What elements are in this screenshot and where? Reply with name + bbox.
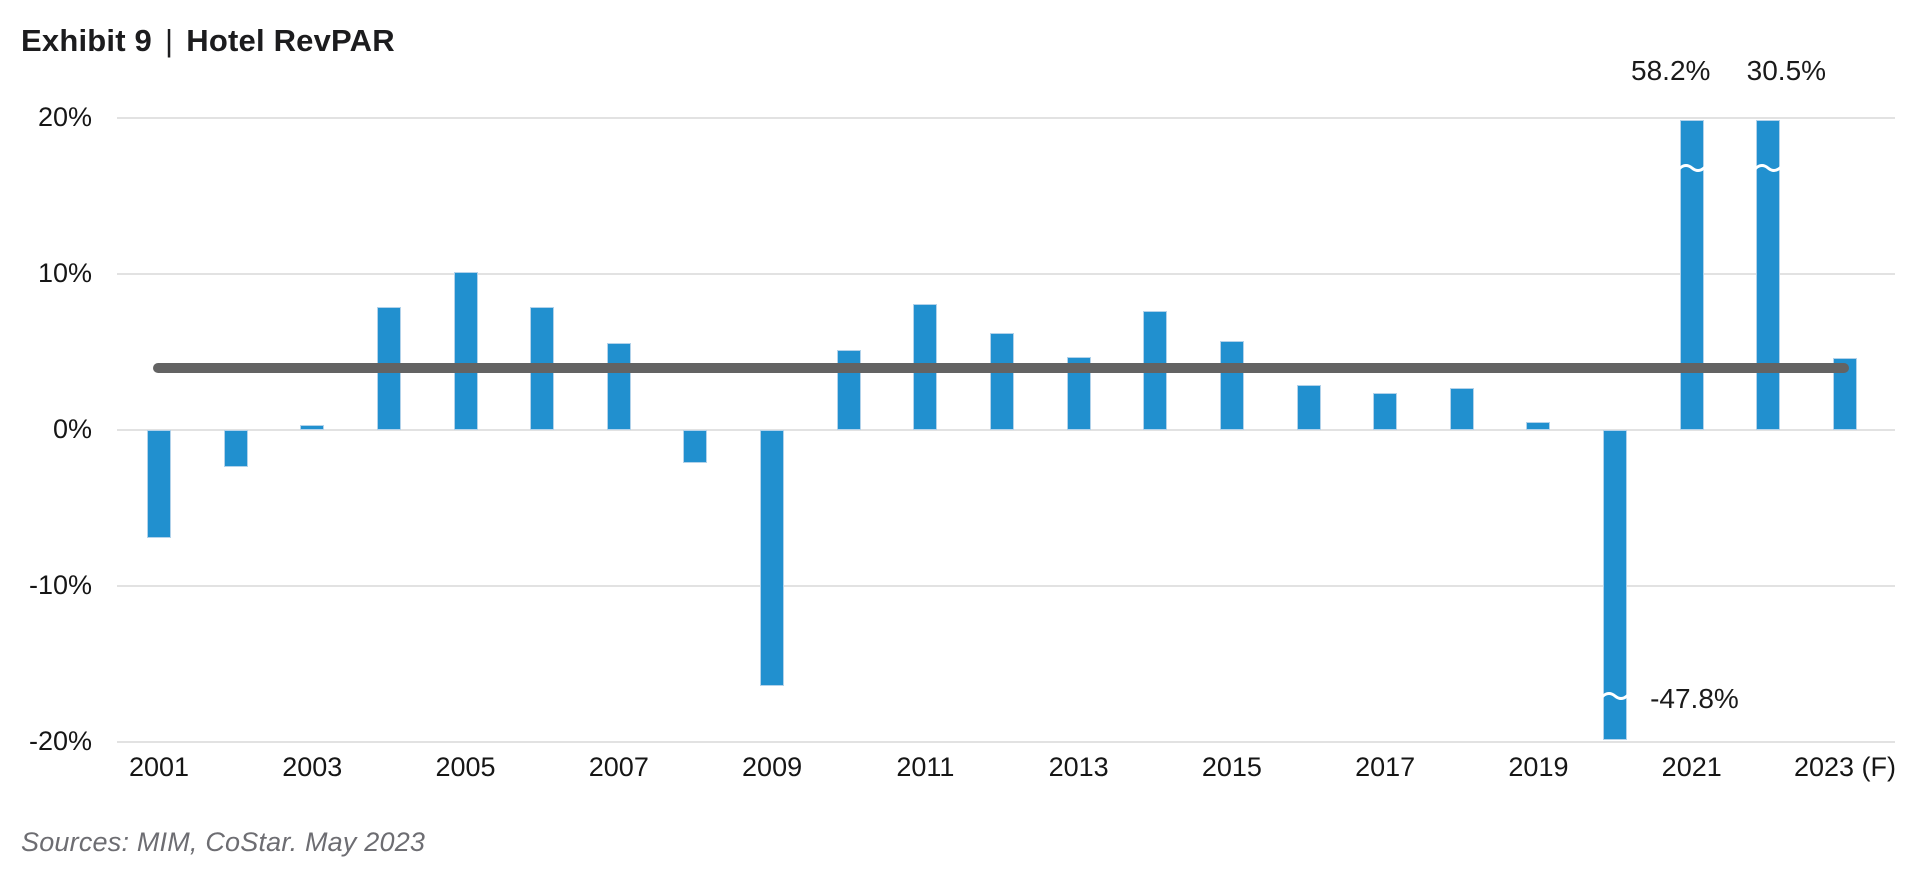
exhibit-number: Exhibit 9 <box>21 22 152 58</box>
x-axis-tick-label: 2019 <box>1508 752 1569 782</box>
gridline <box>117 429 1895 431</box>
bar-2007 <box>606 342 631 430</box>
x-axis-tick-label: 2005 <box>435 752 496 782</box>
gridline <box>117 273 1895 275</box>
x-axis-tick-label: 2011 <box>896 752 955 782</box>
title-separator: | <box>165 22 174 58</box>
bar-break-squiggle <box>1754 161 1782 173</box>
bar-2001 <box>147 430 171 538</box>
bar-break-squiggle <box>1601 689 1629 701</box>
bar-2018 <box>1449 387 1474 430</box>
bar-2002 <box>223 430 248 468</box>
x-axis-tick-label: 2017 <box>1355 752 1416 782</box>
x-axis-tick-label: 2013 <box>1048 752 1109 782</box>
y-axis-tick-label: 10% <box>37 258 92 288</box>
x-axis-tick-label: 2001 <box>128 752 190 782</box>
bar-2003 <box>300 425 325 430</box>
y-axis-tick-label: 20% <box>37 102 92 132</box>
average-line <box>153 362 1849 373</box>
page-title: Exhibit 9 | Hotel RevPAR <box>21 23 395 59</box>
bar-2009 <box>760 430 785 686</box>
bar-2017 <box>1373 392 1398 430</box>
chart-name: Hotel RevPAR <box>186 22 395 58</box>
source-note: Sources: MIM, CoStar. May 2023 <box>21 827 426 857</box>
bar-2016 <box>1296 384 1321 430</box>
hotel-revpar-bar-chart: 20% 10% 0% -10% -20% 58.2% 30.5% -47.8% 2001 200… <box>28 55 1897 782</box>
bar-value-label: 30.5% <box>1746 55 1827 86</box>
bar-2015 <box>1219 341 1244 430</box>
bar-2012 <box>990 333 1014 430</box>
bar-2008 <box>683 430 708 463</box>
x-axis-tick-label: 2009 <box>742 752 803 782</box>
gridline <box>117 117 1895 119</box>
bar-value-label: 58.2% <box>1631 55 1711 86</box>
bar-2019 <box>1526 422 1551 430</box>
y-axis-tick-label: -20% <box>28 726 92 756</box>
gridline <box>117 585 1895 587</box>
y-axis-tick-label: 0% <box>52 414 92 444</box>
bar-2020 <box>1603 430 1628 740</box>
bar-break-squiggle <box>1678 161 1706 173</box>
x-axis-tick-label: 2015 <box>1201 752 1262 782</box>
gridline <box>117 741 1895 743</box>
bar-2005 <box>453 272 478 430</box>
x-axis-tick-label: 2021 <box>1661 752 1722 782</box>
x-axis-tick-label: 2023 (F) <box>1793 752 1897 782</box>
y-axis-tick-label: -10% <box>28 570 92 600</box>
x-axis-tick-label: 2007 <box>588 752 649 782</box>
bar-value-label: -47.8% <box>1650 683 1739 714</box>
x-axis-tick-label: 2003 <box>282 752 343 782</box>
